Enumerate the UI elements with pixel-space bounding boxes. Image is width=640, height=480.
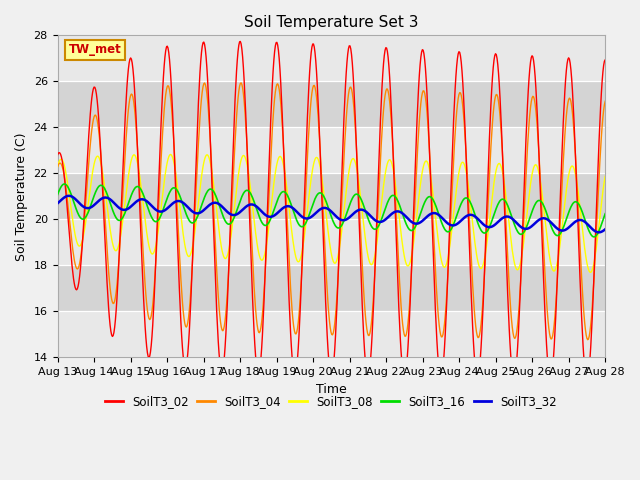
Bar — [58, 219, 605, 265]
Bar — [58, 81, 605, 127]
Title: Soil Temperature Set 3: Soil Temperature Set 3 — [244, 15, 419, 30]
Bar — [58, 312, 605, 358]
Bar — [58, 265, 605, 312]
Legend: SoilT3_02, SoilT3_04, SoilT3_08, SoilT3_16, SoilT3_32: SoilT3_02, SoilT3_04, SoilT3_08, SoilT3_… — [100, 390, 562, 413]
Text: TW_met: TW_met — [68, 43, 121, 56]
Bar — [58, 173, 605, 219]
Y-axis label: Soil Temperature (C): Soil Temperature (C) — [15, 132, 28, 261]
Bar — [58, 127, 605, 173]
X-axis label: Time: Time — [316, 383, 347, 396]
Bar — [58, 36, 605, 81]
